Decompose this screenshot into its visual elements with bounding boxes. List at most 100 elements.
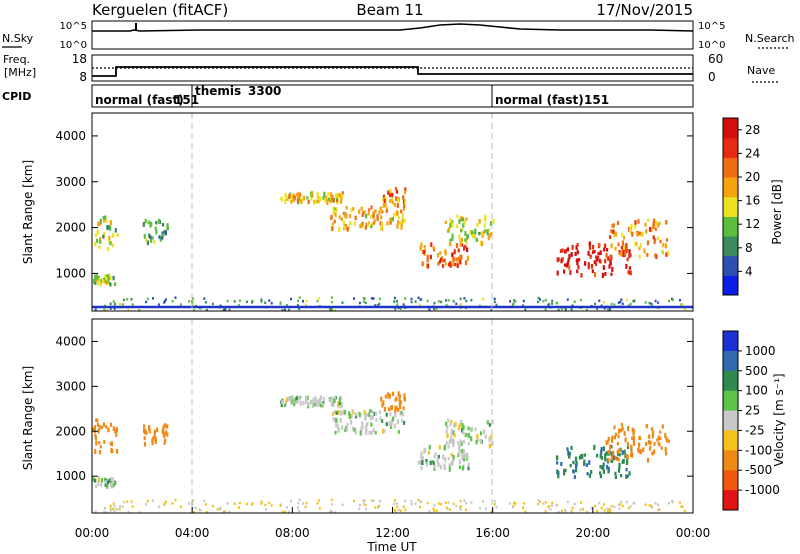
- range-cell-0-8: [96, 238, 99, 244]
- ground-cell-velocity-32: [237, 506, 240, 509]
- range-cell-7-10: [489, 221, 493, 227]
- range-cell-1-11: [109, 276, 112, 281]
- ground-cell-velocity-38: [557, 510, 560, 514]
- range-cell-2-9: [166, 432, 169, 437]
- range-cell-2-19: [143, 441, 147, 447]
- range-cell-9-5: [637, 447, 640, 452]
- range-cell-8-28: [597, 251, 600, 256]
- range-cell-7-30: [445, 421, 448, 427]
- range-cell-7-4: [459, 216, 462, 222]
- ground-cell-power-204: [493, 300, 496, 304]
- ground-cell-velocity-141: [109, 509, 112, 512]
- range-cell-3-47: [305, 399, 308, 404]
- cpid-seg2-name: themis: [195, 84, 241, 98]
- x-axis-ticks: 00:00 04:00 08:00 12:00 16:00 20:00 00:00: [75, 507, 710, 540]
- ground-cell-power-14: [514, 300, 517, 303]
- ground-cell-power-123: [608, 308, 611, 311]
- range-cell-7-19: [473, 234, 477, 239]
- range-cell-7-19: [462, 440, 465, 444]
- range-cell-3-66: [298, 396, 301, 401]
- ground-cell-power-184: [402, 303, 405, 306]
- range-cell-8-17: [625, 264, 628, 269]
- range-cell-9-28: [614, 455, 617, 461]
- range-cell-4-86: [354, 430, 357, 435]
- range-cell-9-26: [643, 248, 646, 254]
- range-cell-7-37: [454, 421, 457, 427]
- ground-cell-velocity-145: [297, 501, 299, 505]
- range-cell-7-53: [451, 438, 454, 443]
- range-cell-9-74: [665, 220, 668, 225]
- ground-cell-power-64: [680, 303, 683, 306]
- range-cell-4-88: [369, 409, 372, 414]
- ground-cell-velocity-138: [179, 505, 182, 508]
- range-cell-4-20: [332, 206, 335, 211]
- ground-cell-velocity-42: [470, 501, 473, 504]
- ground-cell-velocity-19: [286, 506, 289, 509]
- ground-cell-velocity-28: [522, 502, 525, 505]
- range-cell-6-42: [466, 247, 469, 253]
- range-cell-8-13: [600, 450, 603, 456]
- range-cell-8-88: [626, 458, 629, 463]
- range-cell-7-47: [465, 217, 468, 221]
- range-cell-7-50: [451, 222, 454, 228]
- ground-cell-velocity-87: [598, 501, 601, 505]
- range-cell-8-81: [620, 474, 623, 478]
- range-cell-8-87: [626, 445, 630, 450]
- range-cell-6-40: [458, 465, 461, 469]
- ground-cell-velocity-89: [414, 502, 417, 505]
- range-cell-1-6: [94, 277, 97, 283]
- ground-cell-power-168: [192, 297, 194, 300]
- ground-cell-power-17: [130, 298, 133, 301]
- range-cell-1-19: [112, 483, 115, 488]
- range-cell-6-8: [461, 449, 464, 454]
- range-cell-3-54: [300, 199, 303, 204]
- range-cell-7-23: [451, 233, 454, 239]
- ground-cell-velocity-102: [582, 507, 585, 511]
- range-cell-3-29: [307, 199, 310, 205]
- range-cell-3-64: [336, 193, 339, 197]
- range-cell-8-71: [566, 247, 570, 252]
- ground-cell-velocity-149: [537, 499, 540, 502]
- ground-cell-power-39: [364, 301, 367, 305]
- range-cell-8-53: [595, 255, 598, 260]
- range-cell-5-9: [394, 187, 397, 191]
- range-cell-6-55: [444, 457, 447, 463]
- ground-cell-power-56: [445, 299, 447, 302]
- ground-cell-power-62: [284, 308, 286, 312]
- range-cell-0-28: [94, 435, 97, 441]
- range-cell-0-8: [115, 432, 118, 437]
- range-cell-4-61: [385, 209, 388, 213]
- range-cell-1-24: [100, 483, 103, 487]
- range-cell-0-15: [92, 427, 95, 432]
- range-cell-8-27: [602, 465, 605, 471]
- x-tick-label-1: 04:00: [175, 526, 210, 540]
- range-cell-2-17: [149, 235, 152, 239]
- ground-cell-velocity-169: [448, 508, 451, 511]
- range-cell-4-27: [370, 422, 373, 427]
- ground-cell-power-118: [112, 300, 115, 303]
- range-cell-8-0: [625, 248, 628, 253]
- range-cell-8-9: [588, 460, 591, 465]
- range-cell-8-39: [583, 453, 586, 457]
- range-cell-8-83: [588, 473, 591, 478]
- range-cell-8-45: [602, 265, 605, 271]
- range-cell-2-1: [155, 221, 158, 225]
- ground-cell-velocity-93: [329, 510, 332, 513]
- ground-cell-power-187: [417, 296, 420, 299]
- range-cell-4-4: [374, 431, 377, 435]
- ground-cell-power-164: [435, 307, 438, 310]
- range-cell-4-1: [370, 205, 373, 210]
- range-cell-9-64: [623, 236, 626, 240]
- range-cell-8-54: [566, 262, 569, 268]
- ground-cell-power-113: [613, 303, 616, 306]
- range-cell-9-65: [613, 435, 616, 440]
- ground-cell-velocity-195: [118, 508, 121, 511]
- ground-cell-velocity-107: [433, 509, 435, 513]
- range-cell-8-60: [618, 453, 621, 457]
- range-cell-2-18: [145, 430, 148, 436]
- ground-cell-power-61: [270, 302, 273, 305]
- range-cell-4-81: [380, 215, 383, 220]
- range-cell-7-51: [481, 241, 484, 247]
- ground-cell-power-219: [681, 303, 684, 306]
